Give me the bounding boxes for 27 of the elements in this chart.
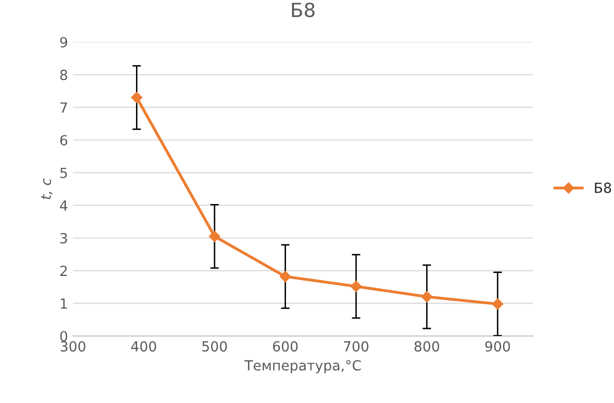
x-axis-title: Температура,°C [244, 360, 361, 374]
point [350, 280, 362, 292]
point [280, 270, 291, 282]
y-axis-title: t, с [41, 178, 52, 200]
legend-label: Б8 [594, 182, 612, 194]
point [421, 291, 432, 302]
y-tick-label: 0 [60, 330, 68, 342]
x-tick-label: 700 [344, 341, 368, 352]
y-tick-label: 4 [60, 200, 68, 211]
x-tick-label: 500 [202, 341, 227, 352]
y-tick-label: 1 [60, 298, 67, 309]
point [131, 92, 142, 104]
x-tick-label: 800 [414, 341, 440, 352]
point [208, 230, 220, 242]
y-tick-label: 9 [60, 36, 68, 48]
x-tick-label: 300 [60, 341, 86, 352]
x-tick-label: 400 [131, 341, 156, 352]
point [492, 298, 504, 310]
x-tick-label: 900 [485, 341, 510, 352]
y-tick-label: 6 [60, 134, 68, 146]
y-tick-label: 2 [60, 266, 67, 276]
chart-title: Б8 [292, 2, 315, 18]
y-tick-label: 3 [60, 232, 68, 244]
y-tick-label: 7 [60, 102, 67, 113]
y-tick-label: 5 [60, 168, 67, 178]
x-tick-label: 600 [273, 341, 298, 352]
y-tick-label: 8 [60, 70, 68, 80]
